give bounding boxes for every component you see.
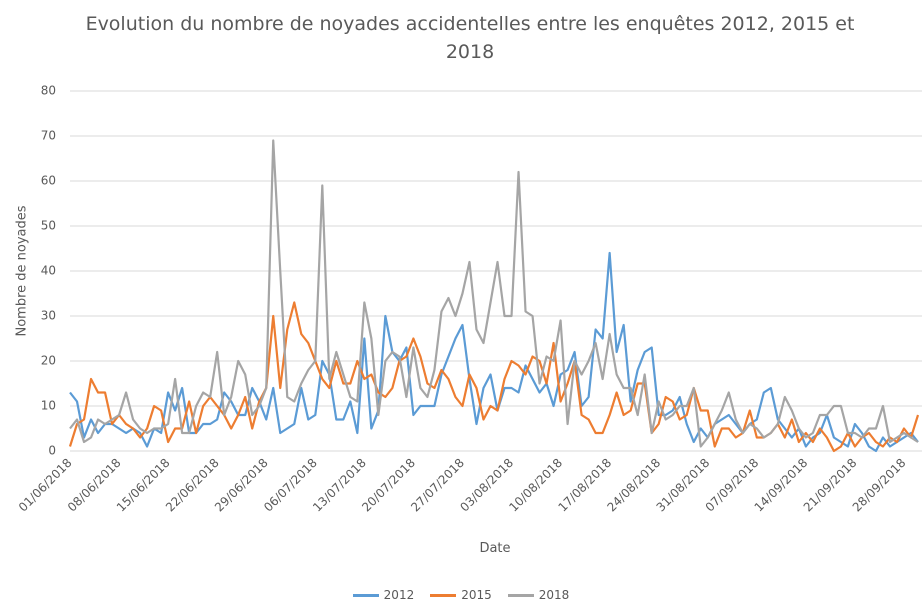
y-tick-label: 10 <box>41 399 56 413</box>
y-axis-label: Nombre de noyades <box>15 205 30 336</box>
legend-item: 2012 <box>352 588 415 602</box>
y-tick-label: 50 <box>41 219 56 233</box>
legend-swatch <box>430 594 457 597</box>
chart: Nombre de noyades Date 0 10 20 30 40 50 60 70 80… <box>15 84 922 556</box>
y-tick-label: 40 <box>41 264 56 278</box>
legend-item: 2015 <box>430 588 492 602</box>
chart-title: Evolution du nombre de noyades accidente… <box>85 13 855 63</box>
legend-swatch <box>352 594 379 597</box>
legend: 2012 2015 2018 <box>0 588 922 602</box>
x-tick-label: 28/09/2018 <box>850 456 909 515</box>
y-tick-label: 60 <box>41 174 56 188</box>
series-line <box>68 301 920 453</box>
legend-swatch <box>507 594 534 597</box>
series-line <box>69 251 919 453</box>
y-tick-label: 20 <box>41 354 56 368</box>
legend-label: 2012 <box>383 588 415 602</box>
y-tick-label: 70 <box>41 129 56 143</box>
x-axis-label: Date <box>479 541 510 556</box>
legend-label: 2018 <box>538 588 570 602</box>
y-tick-label: 0 <box>48 444 56 458</box>
series-line <box>69 139 919 448</box>
legend-label: 2015 <box>461 588 492 602</box>
legend-item: 2018 <box>507 588 570 602</box>
y-tick-label: 30 <box>41 309 56 323</box>
y-tick-label: 80 <box>41 84 56 98</box>
